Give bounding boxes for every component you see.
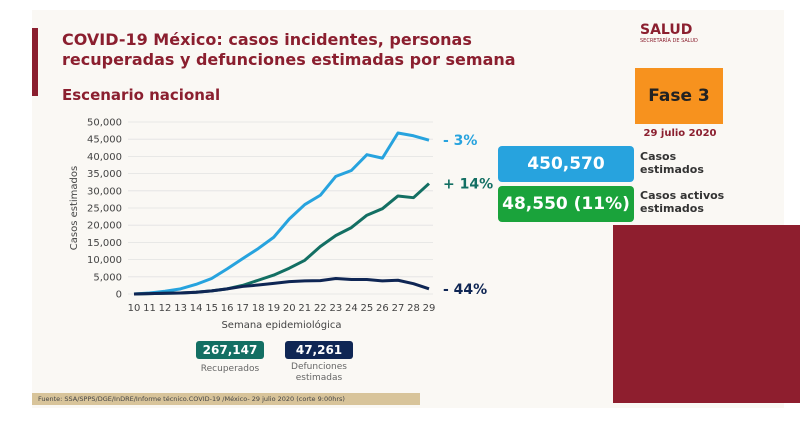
y-tick-label: 20,000 [87, 221, 122, 232]
x-tick-label: 13 [174, 303, 187, 314]
source-footer: Fuente: SSA/SPPS/DGE/InDRE/Informe técni… [32, 393, 420, 405]
x-tick-label: 16 [221, 303, 234, 314]
sign-language-interpreter-video [613, 225, 800, 403]
salud-logo: SALUD SECRETARÍA DE SALUD [640, 22, 698, 44]
y-tick-label: 30,000 [87, 186, 122, 197]
defunciones-line [133, 277, 430, 296]
y-tick-label: 15,000 [87, 238, 122, 249]
x-tick-label: 12 [159, 303, 172, 314]
x-tick-label: 21 [298, 303, 311, 314]
recuperados-change-label: + 14% [443, 177, 493, 193]
x-tick-label: 19 [267, 303, 280, 314]
y-tick-label: 50,000 [87, 118, 122, 129]
casos-change-label: - 3% [443, 133, 477, 149]
casos-activos-label: Casos activos estimados [640, 189, 725, 215]
x-axis-label: Semana epidemiológica [221, 319, 341, 331]
x-tick-label: 18 [252, 303, 265, 314]
y-tick-label: 5,000 [93, 272, 122, 283]
recuperados-box: 267,147 [196, 341, 264, 359]
casos-estimados-box: 450,570 [498, 146, 634, 182]
x-tick-label: 11 [143, 303, 156, 314]
logo-subtext: SECRETARÍA DE SALUD [640, 38, 698, 44]
defunciones-box: 47,261 [285, 341, 353, 359]
x-tick-label: 29 [423, 303, 436, 314]
x-tick-label: 28 [407, 303, 420, 314]
x-tick-label: 17 [236, 303, 249, 314]
x-tick-label: 15 [205, 303, 218, 314]
casos-estimados-label: Casos estimados [640, 150, 704, 176]
y-tick-label: 45,000 [87, 135, 122, 146]
y-tick-label: 0 [116, 290, 122, 301]
y-tick-label: 35,000 [87, 169, 122, 180]
x-tick-label: 10 [128, 303, 141, 314]
x-tick-label: 25 [361, 303, 374, 314]
x-tick-label: 24 [345, 303, 358, 314]
report-date: 29 julio 2020 [643, 128, 717, 139]
slide-subtitle: Escenario nacional [62, 86, 221, 104]
title-accent-bar [32, 28, 38, 96]
recuperados-line [133, 182, 431, 296]
y-axis-label: Casos estimados [69, 166, 80, 250]
x-tick-label: 20 [283, 303, 296, 314]
y-tick-label: 40,000 [87, 152, 122, 163]
x-tick-label: 27 [392, 303, 405, 314]
defunciones-label: Defunciones estimadas [291, 362, 347, 383]
slide-title: COVID-19 México: casos incidentes, perso… [62, 30, 516, 69]
recuperados-label: Recuperados [200, 364, 260, 374]
x-tick-label: 26 [376, 303, 389, 314]
logo-text: SALUD [640, 22, 693, 38]
casos-line [133, 131, 430, 296]
y-tick-label: 25,000 [87, 204, 122, 215]
defunciones-change-label: - 44% [443, 282, 487, 298]
y-tick-label: 10,000 [87, 255, 122, 266]
casos-activos-box: 48,550 (11%) [498, 186, 634, 222]
phase-badge: Fase 3 [635, 68, 723, 124]
x-tick-label: 23 [329, 303, 342, 314]
x-tick-label: 14 [190, 303, 203, 314]
x-tick-label: 22 [314, 303, 327, 314]
